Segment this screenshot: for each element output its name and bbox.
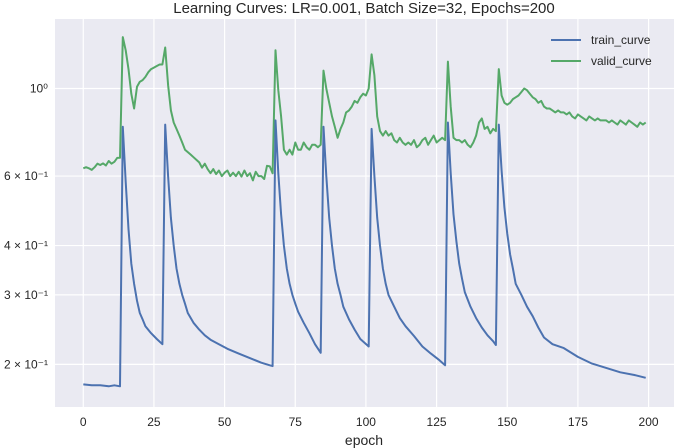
x-tick-label: 25	[147, 415, 161, 429]
x-tick-labels: 0 25 50 75 100 125 150 175 200	[80, 415, 659, 429]
series-lines	[82, 36, 647, 388]
y-tick-label: 6 × 10⁻¹	[4, 169, 48, 183]
x-tick-label: 50	[218, 415, 232, 429]
x-tick-label: 150	[497, 415, 517, 429]
y-tick-label: 2 × 10⁻¹	[4, 357, 48, 371]
x-tick-label: 75	[289, 415, 303, 429]
y-tick-label: 10⁰	[30, 82, 48, 96]
grid-lines	[55, 19, 674, 407]
legend: train_curve valid_curve	[551, 33, 652, 68]
x-tick-label: 200	[639, 415, 659, 429]
train_curve-line	[83, 119, 646, 388]
y-tick-label: 3 × 10⁻¹	[4, 288, 48, 302]
plot-area	[55, 19, 674, 407]
x-axis-label: epoch	[345, 432, 383, 448]
legend-label-train: train_curve	[591, 33, 651, 47]
chart-title: Learning Curves: LR=0.001, Batch Size=32…	[173, 0, 555, 17]
x-tick-label: 100	[356, 415, 376, 429]
y-tick-label: 4 × 10⁻¹	[4, 239, 48, 253]
x-tick-label: 125	[427, 415, 447, 429]
valid_curve-line	[82, 36, 647, 182]
x-tick-label: 175	[568, 415, 588, 429]
y-tick-labels: 2 × 10⁻¹ 3 × 10⁻¹ 4 × 10⁻¹ 6 × 10⁻¹ 10⁰	[4, 82, 48, 372]
x-tick-label: 0	[80, 415, 87, 429]
legend-label-valid: valid_curve	[591, 54, 652, 68]
